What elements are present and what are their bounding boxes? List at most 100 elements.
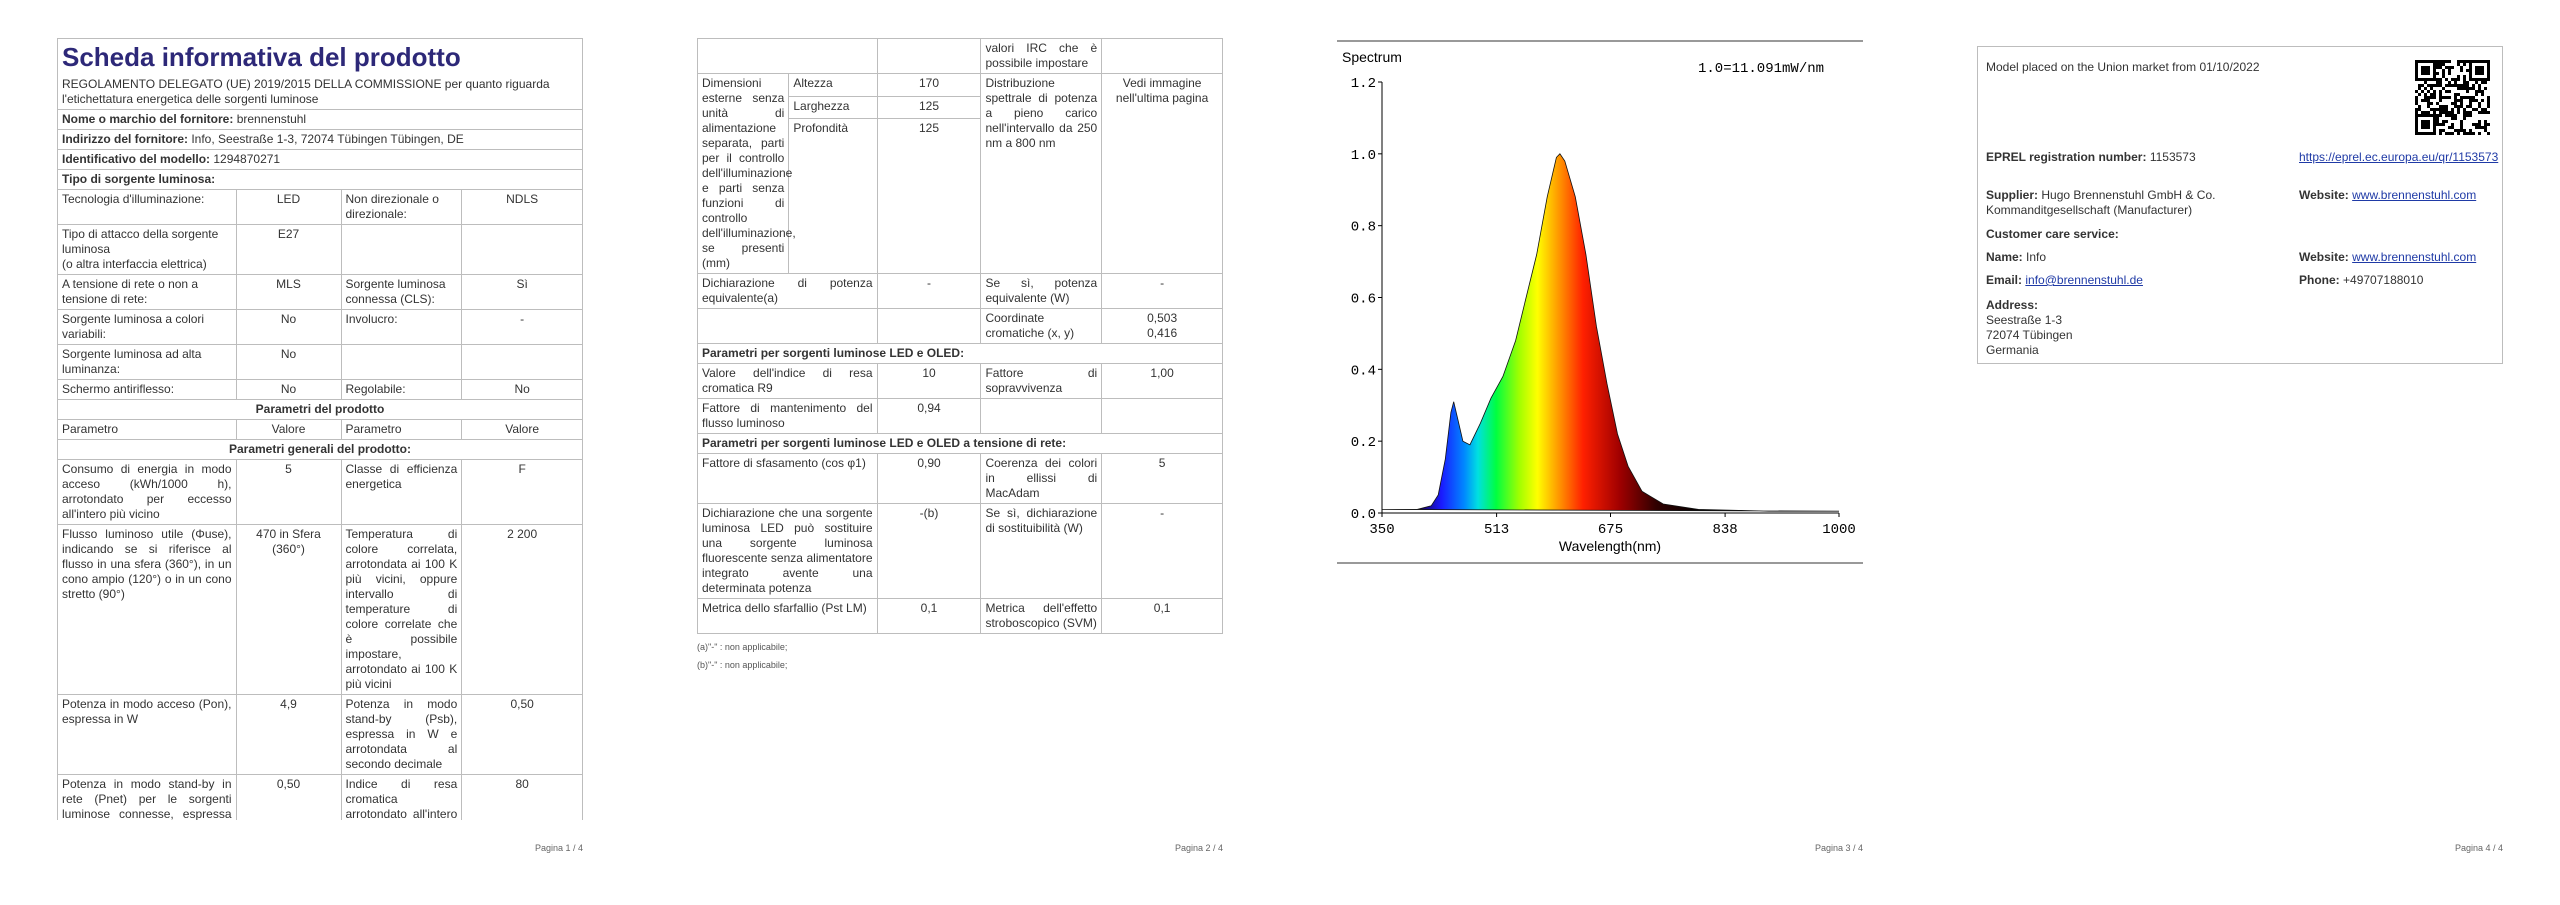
qr-module bbox=[2481, 81, 2484, 84]
qr-module bbox=[2478, 120, 2481, 123]
qr-module bbox=[2433, 90, 2436, 93]
table-row: Profondità 125 bbox=[698, 118, 1223, 274]
field-value: Info bbox=[2026, 250, 2047, 264]
qr-module bbox=[2415, 111, 2418, 114]
table-row: Parametri per sorgenti luminose LED e OL… bbox=[697, 433, 1223, 454]
table-cell bbox=[461, 224, 583, 275]
qr-module bbox=[2475, 108, 2478, 111]
qr-module bbox=[2424, 99, 2427, 102]
qr-module bbox=[2448, 66, 2451, 69]
qr-module bbox=[2436, 84, 2439, 87]
table-cell: E27 bbox=[235, 224, 342, 275]
qr-module bbox=[2430, 96, 2433, 99]
qr-module bbox=[2469, 129, 2472, 132]
qr-module bbox=[2472, 96, 2475, 99]
table-cell bbox=[1101, 38, 1223, 74]
qr-module bbox=[2445, 105, 2448, 108]
title-cell: Scheda informativa del prodotto bbox=[57, 38, 583, 75]
section-caption: Parametri del prodotto bbox=[57, 399, 583, 420]
qr-module bbox=[2451, 66, 2454, 69]
qr-module bbox=[2445, 84, 2448, 87]
qr-module bbox=[2466, 87, 2469, 90]
website-link[interactable]: www.brennenstuhl.com bbox=[2352, 250, 2477, 264]
page-3: Spectrum 1.0=11.091mW/nm Wavelength(nm) … bbox=[1280, 0, 1920, 905]
qr-module bbox=[2484, 126, 2487, 129]
eprel-link[interactable]: https://eprel.ec.europa.eu/qr/1153573 bbox=[2299, 150, 2499, 164]
qr-module bbox=[2466, 84, 2469, 87]
table-row: Schermo antiriflesso: No Regolabile: No bbox=[57, 379, 583, 400]
qr-module bbox=[2472, 108, 2475, 111]
qr-module bbox=[2457, 84, 2460, 87]
qr-module bbox=[2448, 126, 2451, 129]
y-tick-label: 1.2 bbox=[1351, 76, 1376, 92]
table-cell bbox=[340, 344, 463, 380]
qr-module bbox=[2436, 117, 2439, 120]
qr-module bbox=[2481, 90, 2484, 93]
qr-module bbox=[2457, 108, 2460, 111]
table-cell: No bbox=[235, 309, 342, 345]
qr-module bbox=[2430, 108, 2433, 111]
y-tick-label: 0.8 bbox=[1351, 220, 1376, 236]
note: (a)"-" : non applicabile; bbox=[697, 642, 788, 652]
qr-module bbox=[2415, 90, 2418, 93]
cell-line: 0,416 bbox=[1147, 326, 1178, 340]
table-cell: 0,1 bbox=[876, 598, 982, 634]
table-cell: LED bbox=[235, 189, 342, 225]
table-row: Parametri generali del prodotto: bbox=[57, 439, 583, 460]
section-heading: Tipo di sorgente luminosa: bbox=[57, 169, 583, 190]
address-line: Seestraße 1-3 bbox=[1986, 313, 2063, 327]
table-row: Metrica dello sfarfallio (Pst LM) 0,1 Metr… bbox=[697, 598, 1223, 634]
qr-module bbox=[2451, 117, 2454, 120]
cell-line: (o altra interfaccia elettrica) bbox=[62, 257, 207, 271]
qr-module bbox=[2478, 123, 2481, 126]
page-title: Scheda informativa del prodotto bbox=[62, 42, 461, 72]
qr-module bbox=[2454, 117, 2457, 120]
table-row: Sorgente luminosa ad alta luminanza: No bbox=[57, 344, 583, 380]
qr-module bbox=[2463, 81, 2466, 84]
table-cell: Sorgente luminosa a colori variabili: bbox=[57, 309, 237, 345]
qr-module bbox=[2451, 102, 2454, 105]
qr-module bbox=[2457, 78, 2460, 81]
qr-module bbox=[2460, 120, 2463, 123]
table-cell: Consumo di energia in modo acceso (kWh/1… bbox=[57, 459, 237, 525]
qr-module bbox=[2457, 75, 2460, 78]
qr-module bbox=[2454, 129, 2457, 132]
qr-module bbox=[2463, 117, 2466, 120]
table-cell: - bbox=[876, 273, 982, 309]
table-row: Fattore di mantenimento del flusso lumin… bbox=[697, 398, 1223, 434]
qr-module bbox=[2463, 84, 2466, 87]
qr-module bbox=[2439, 99, 2442, 102]
qr-module bbox=[2439, 111, 2442, 114]
email-link[interactable]: info@brennenstuhl.de bbox=[2025, 273, 2143, 287]
table-cell: Valore bbox=[235, 419, 342, 440]
qr-module bbox=[2454, 102, 2457, 105]
qr-module bbox=[2466, 132, 2469, 135]
field-value: brennenstuhl bbox=[236, 112, 307, 126]
qr-module bbox=[2478, 87, 2481, 90]
qr-module bbox=[2436, 120, 2439, 123]
qr-module bbox=[2433, 93, 2436, 96]
qr-code[interactable] bbox=[2415, 60, 2490, 135]
qr-module bbox=[2427, 90, 2430, 93]
qr-module bbox=[2454, 93, 2457, 96]
qr-module bbox=[2457, 63, 2460, 66]
qr-module bbox=[2448, 114, 2451, 117]
page-footer: Pagina 2 / 4 bbox=[1174, 843, 1223, 853]
table-cell: 5 bbox=[235, 459, 342, 525]
table-row: Nome o marchio del fornitore: brennenstu… bbox=[57, 109, 583, 130]
table-cell: 0,90 bbox=[876, 453, 982, 504]
website-link[interactable]: www.brennenstuhl.com bbox=[2352, 188, 2477, 202]
qr-module bbox=[2445, 66, 2448, 69]
qr-module bbox=[2460, 102, 2463, 105]
table-cell: F bbox=[461, 459, 583, 525]
qr-module bbox=[2460, 126, 2463, 129]
table-row: Indirizzo del fornitore: Info, Seestraße… bbox=[57, 129, 583, 150]
qr-module bbox=[2442, 63, 2445, 66]
table-row: Consumo di energia in modo acceso (kWh/1… bbox=[57, 459, 583, 525]
table-row: Potenza in modo acceso (Pon), espressa i… bbox=[57, 694, 583, 775]
qr-module bbox=[2418, 108, 2421, 111]
table-cell: Se sì, potenza equivalente (W) bbox=[980, 273, 1103, 309]
qr-module bbox=[2463, 129, 2466, 132]
cell-line: 0,503 bbox=[1147, 311, 1178, 325]
qr-module bbox=[2466, 60, 2469, 63]
